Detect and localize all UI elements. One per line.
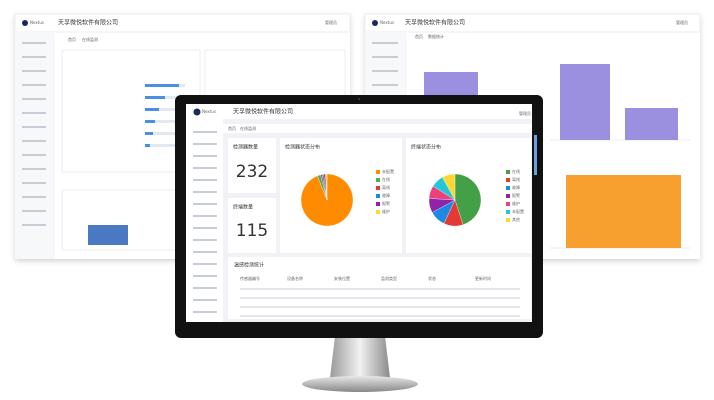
legend-swatch — [506, 218, 510, 222]
legend-swatch — [506, 170, 510, 174]
stat-label: 终端数量 — [233, 204, 253, 211]
legend-label: 未配置 — [512, 208, 524, 214]
legend-label: 在线 — [512, 168, 520, 174]
stat-value: 232 — [236, 162, 268, 182]
legend-swatch — [376, 202, 380, 206]
tab[interactable]: 在线监测 — [240, 125, 256, 131]
legend-label: 离线 — [382, 184, 390, 190]
legend-swatch — [506, 178, 510, 182]
pie-title: 终端状态分布 — [411, 144, 441, 151]
legend-label: 维护 — [512, 200, 520, 206]
company: 天孚微悦软件有限公司 — [405, 19, 465, 27]
table-header: 状态 — [428, 275, 436, 281]
tab[interactable]: 首页 — [68, 36, 76, 42]
table-header: 传感器编号 — [240, 275, 260, 281]
user: 管理员 — [325, 19, 337, 25]
pie-slice — [442, 173, 456, 201]
table-header: 安装位置 — [334, 275, 350, 281]
legend-label: 未配置 — [382, 168, 394, 174]
logo: Nextus — [30, 20, 44, 25]
table-header: 设备名称 — [287, 275, 303, 281]
table-header: 监测类型 — [381, 275, 397, 281]
legend-label: 在线 — [382, 176, 390, 182]
legend-swatch — [376, 186, 380, 190]
tab[interactable]: 首页 — [228, 125, 236, 131]
pie-slice — [325, 173, 328, 201]
table-title: 温感检测统计 — [234, 262, 264, 269]
company: 天孚微悦软件有限公司 — [58, 19, 118, 27]
company: 天孚微悦软件有限公司 — [233, 108, 293, 116]
legend-label: 故障 — [382, 192, 390, 198]
legend-swatch — [506, 210, 510, 214]
legend-swatch — [376, 210, 380, 214]
logo: Nextus — [380, 20, 394, 25]
tab[interactable]: 在线监测 — [82, 36, 98, 42]
legend-label: 故障 — [512, 184, 520, 190]
legend-swatch — [506, 202, 510, 206]
legend-swatch — [376, 178, 380, 182]
legend-swatch — [376, 194, 380, 198]
tab[interactable]: 数据统计 — [428, 33, 444, 39]
legend-swatch — [376, 170, 380, 174]
pie-title: 检测器状态分布 — [285, 144, 320, 151]
stat-value: 115 — [236, 221, 268, 241]
legend-label: 报警 — [382, 200, 390, 206]
legend-swatch — [506, 186, 510, 190]
logo: Nextus — [202, 109, 216, 114]
table-header: 更新时间 — [475, 275, 491, 281]
legend-label: 报警 — [512, 192, 520, 198]
legend-label: 其他 — [512, 216, 520, 222]
user: 管理员 — [519, 110, 531, 116]
tab[interactable]: 首页 — [415, 33, 423, 39]
legend-swatch — [506, 194, 510, 198]
stat-label: 检测器数量 — [233, 144, 258, 151]
legend-label: 维护 — [382, 208, 390, 214]
pie-slice — [454, 173, 482, 225]
monitor: Nextus 天孚微悦软件有限公司 管理员 首页 在线监测 检测器数量 232 … — [175, 95, 543, 392]
legend-label: 离线 — [512, 176, 520, 182]
user: 管理员 — [676, 19, 688, 25]
